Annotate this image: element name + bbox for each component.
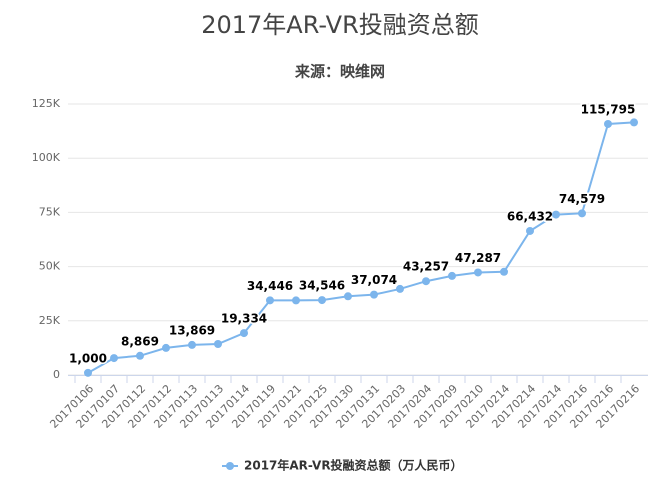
y-tick-label: 50K [39, 260, 61, 273]
data-label: 74,579 [559, 192, 605, 206]
point [110, 354, 118, 363]
point [188, 340, 196, 349]
point [552, 210, 560, 219]
point [214, 339, 222, 348]
data-label: 66,432 [507, 209, 553, 223]
point [162, 343, 170, 352]
data-label: 43,257 [403, 260, 449, 274]
point [344, 292, 352, 301]
data-label: 34,546 [299, 279, 345, 293]
point [422, 277, 430, 286]
point [84, 368, 92, 377]
point [266, 296, 274, 305]
point [630, 118, 638, 127]
chart-title: 2017年AR-VR投融资总额 [201, 11, 479, 39]
point [396, 284, 404, 293]
data-label: 1,000 [69, 351, 107, 365]
data-label: 13,869 [169, 323, 215, 337]
y-tick-label: 100K [32, 151, 61, 164]
data-label: 115,795 [581, 102, 636, 116]
point [240, 329, 248, 338]
y-tick-label: 125K [32, 97, 61, 110]
point [370, 290, 378, 299]
legend-label: 2017年AR-VR投融资总额（万人民币） [244, 458, 463, 473]
legend-marker [226, 462, 234, 470]
point [604, 119, 612, 128]
y-tick-label: 75K [39, 205, 61, 218]
point [136, 351, 144, 360]
point [448, 271, 456, 280]
data-label: 19,334 [221, 312, 267, 326]
point [292, 296, 300, 305]
y-tick-label: 25K [39, 314, 61, 327]
point [578, 209, 586, 218]
series-line [87, 121, 635, 374]
point [500, 267, 508, 276]
data-label: 34,446 [247, 279, 293, 293]
point [318, 296, 326, 305]
data-label: 8,869 [121, 334, 159, 348]
point [526, 226, 534, 235]
data-label: 47,287 [455, 251, 501, 265]
data-label: 37,074 [351, 273, 397, 287]
chart-subtitle: 来源：映维网 [294, 63, 385, 81]
y-tick-label: 0 [53, 368, 60, 381]
point [474, 268, 482, 277]
